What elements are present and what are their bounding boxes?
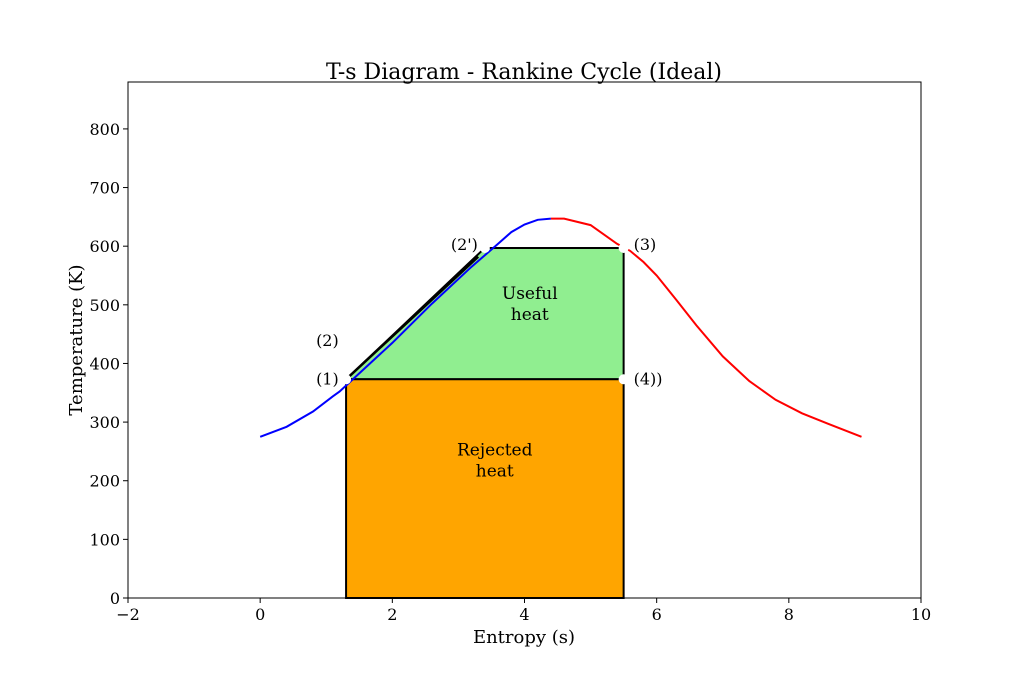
y-tick-label: 500 — [89, 296, 120, 315]
y-tick-label: 400 — [89, 354, 120, 373]
y-tick-label: 700 — [89, 179, 120, 198]
rejected-heat-label-line: Rejected — [457, 441, 533, 461]
rejected-heat-region — [345, 378, 625, 599]
y-tick-label: 100 — [89, 530, 120, 549]
compression-line — [345, 255, 480, 381]
useful-heat-label-line: Useful — [502, 284, 558, 304]
rejected-heat-label-line: heat — [476, 462, 514, 482]
state-point-label: (1) — [316, 369, 339, 388]
state-point-marker — [618, 374, 629, 385]
y-axis-ticks: 0 100 200 300 400 500 600 700 800 — [89, 120, 128, 608]
x-tick-label: 4 — [519, 605, 529, 624]
x-tick-label: 2 — [387, 605, 397, 624]
state-point-marker — [341, 374, 352, 385]
y-tick-label: 0 — [110, 589, 120, 608]
saturated-vapor-line — [550, 217, 862, 438]
useful-heat-label: Useful heat — [502, 284, 558, 325]
y-tick-label: 800 — [89, 120, 120, 139]
x-axis-ticks: −2 0 2 4 6 8 10 — [116, 598, 931, 624]
y-tick-label: 300 — [89, 413, 120, 432]
useful-heat-region — [343, 246, 625, 381]
x-tick-label: 10 — [911, 605, 931, 624]
y-axis-label: Temperature (K) — [66, 264, 87, 415]
x-tick-label: −2 — [116, 605, 140, 624]
state-point-label: (2') — [451, 235, 478, 254]
x-tick-label: 8 — [784, 605, 794, 624]
x-axis-label: Entropy (s) — [473, 627, 575, 648]
y-tick-label: 600 — [89, 237, 120, 256]
state-point-label: (3) — [634, 235, 657, 254]
x-tick-label: 6 — [652, 605, 662, 624]
state-point-label: (4)) — [634, 369, 663, 388]
useful-heat-label-line: heat — [511, 305, 549, 325]
y-tick-label: 200 — [89, 472, 120, 491]
saturation-curve — [259, 217, 862, 438]
chart-title: T-s Diagram - Rankine Cycle (Ideal) — [326, 60, 722, 85]
rejected-heat-label: Rejected heat — [457, 441, 533, 482]
state-point-marker — [618, 242, 629, 253]
saturated-liquid-line — [259, 217, 551, 438]
state-point-marker — [479, 242, 490, 253]
state-point-label: (2) — [316, 331, 339, 350]
state-point-labels: (1) (2) (2') (3) (4)) — [316, 235, 662, 388]
x-tick-label: 0 — [255, 605, 265, 624]
